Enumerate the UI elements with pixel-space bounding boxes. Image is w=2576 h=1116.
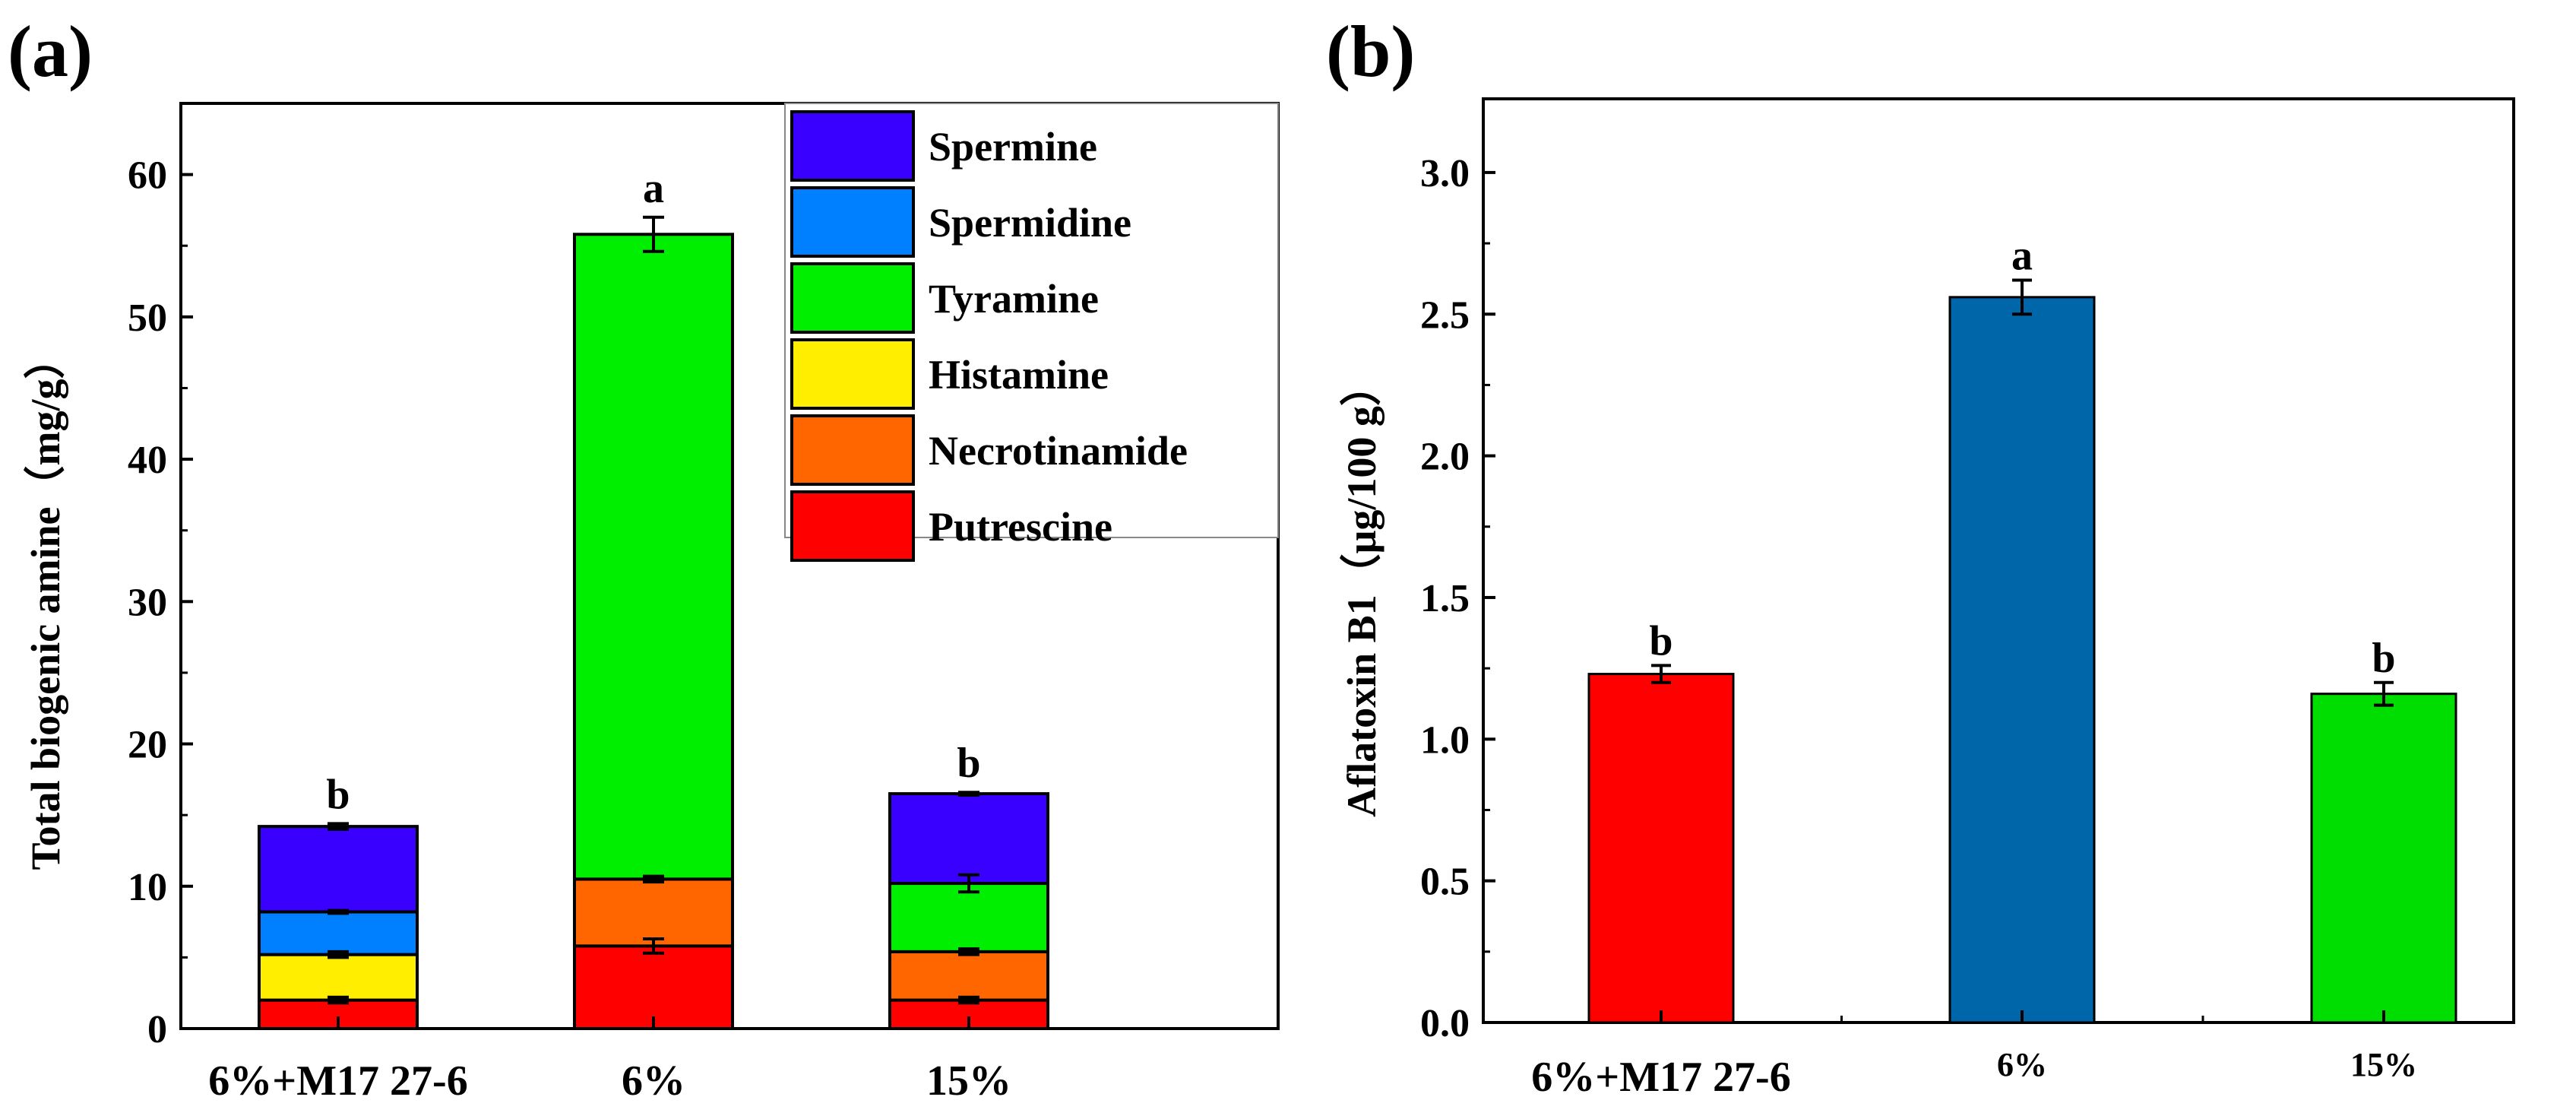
y-tick-label: 0.0 [1420, 1002, 1470, 1045]
legend-swatch-histamine [790, 338, 915, 410]
x-tick-label: 6%+M17 27-6 [208, 1057, 467, 1105]
legend-label-putrescine: Putrescine [929, 504, 1112, 550]
legend-label-histamine: Histamine [929, 352, 1109, 398]
x-tick-label: 6% [622, 1057, 685, 1105]
legend-label-spermine: Spermine [929, 124, 1097, 170]
y-tick-label: 20 [128, 724, 167, 767]
x-tick-label: 6%+M17 27-6 [1531, 1054, 1790, 1101]
y-tick-label: 3.0 [1420, 152, 1470, 195]
significance-letter: b [326, 771, 350, 818]
legend-label-tyramine: Tyramine [929, 276, 1099, 322]
significance-letter: a [2011, 233, 2033, 280]
y-tick-label: 40 [128, 439, 167, 482]
y-tick-label: 2.5 [1420, 293, 1470, 337]
bar-segment-spermine [888, 792, 1049, 886]
y-axis-label: Aflatoxin B1（μg/100 g） [1339, 365, 1385, 817]
y-tick-label: 10 [128, 866, 167, 909]
bar-segment-necrotinamide [573, 877, 734, 948]
bar [1948, 296, 2096, 1024]
y-tick-label: 1.0 [1420, 718, 1470, 762]
bar [2310, 693, 2457, 1024]
panel-label: (b) [1326, 11, 1415, 92]
legend-swatch-necrotinamide [790, 414, 915, 486]
legend-swatch-spermidine [790, 186, 915, 258]
y-tick-label: 60 [128, 154, 167, 198]
bar-segment-spermine [258, 825, 419, 914]
y-tick-label: 2.0 [1420, 436, 1470, 479]
legend-label-necrotinamide: Necrotinamide [929, 428, 1188, 474]
bar-segment-putrescine [573, 944, 734, 1030]
bar-segment-tyramine [573, 233, 734, 881]
significance-letter: b [957, 740, 980, 787]
y-tick-label: 30 [128, 581, 167, 624]
y-tick-label: 0 [147, 1008, 167, 1051]
legend-swatch-spermine [790, 110, 915, 182]
x-tick-label: 15% [2350, 1046, 2417, 1083]
legend: Spermine Spermidine Tyramine Histamine Necro… [784, 103, 1279, 562]
y-tick-label: 0.5 [1420, 861, 1470, 904]
y-axis-label: Total biogenic amine（mg/g） [23, 338, 68, 870]
bar-segment-histamine [258, 953, 419, 1002]
bar [1587, 673, 1735, 1024]
x-tick-label: 15% [926, 1057, 1011, 1105]
y-tick-label: 50 [128, 296, 167, 340]
legend-swatch-tyramine [790, 262, 915, 334]
panel-a: (a) 0 10 20 30 40 50 60 Total biogenic amine（mg/… [8, 11, 1280, 1105]
bar-segment-tyramine [888, 882, 1049, 953]
bar-segment-spermidine [258, 910, 419, 956]
panel-b: (b) 0.0 0.5 1.0 1.5 2.0 2.5 3.0 Aflatoxin B1（μg/… [1326, 11, 2515, 1101]
legend-swatch-putrescine [790, 490, 915, 562]
significance-letter: b [2372, 635, 2395, 682]
y-tick-label: 1.5 [1420, 577, 1470, 620]
significance-letter: a [643, 165, 664, 212]
bar-segment-necrotinamide [888, 950, 1049, 1002]
x-tick-label: 6% [1997, 1046, 2047, 1083]
panel-label: (a) [8, 11, 93, 92]
significance-letter: b [1649, 617, 1673, 664]
legend-label-spermidine: Spermidine [929, 200, 1131, 246]
